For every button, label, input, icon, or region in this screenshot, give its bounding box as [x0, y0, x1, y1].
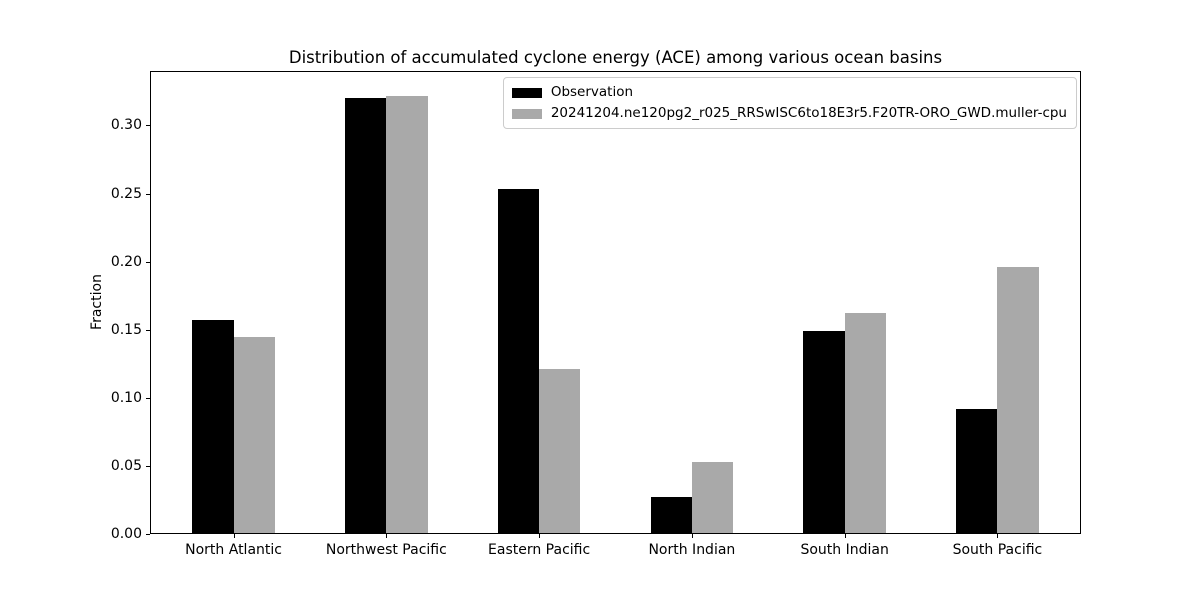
bar-series0-north-atlantic: [192, 320, 234, 534]
y-tick-mark: [146, 193, 150, 195]
bar-series1-south-indian: [844, 313, 886, 534]
bar-series0-south-pacific: [956, 408, 998, 534]
legend-item: 20241204.ne120pg2_r025_RRSwISC6to18E3r5.…: [511, 105, 1067, 122]
axis-frame: [150, 71, 1081, 534]
legend-label: 20241204.ne120pg2_r025_RRSwISC6to18E3r5.…: [550, 105, 1067, 121]
y-tick-mark: [146, 534, 150, 535]
legend-item: Observation: [511, 84, 1067, 101]
y-tick-mark: [146, 261, 150, 263]
x-tick-label-south-pacific: South Pacific: [952, 542, 1043, 558]
legend-swatch-icon: [511, 108, 542, 119]
y-axis-title: Fraction: [89, 274, 105, 330]
y-tick-label: 0.15: [110, 321, 142, 338]
y-tick-label: 0.30: [110, 117, 142, 134]
y-tick-mark: [146, 125, 150, 127]
chart-title: Distribution of accumulated cyclone ener…: [288, 48, 943, 67]
x-tick-mark: [233, 534, 235, 538]
y-tick-label: 0.25: [110, 185, 142, 202]
x-tick-label-eastern-pacific: Eastern Pacific: [488, 542, 591, 558]
bar-series0-eastern-pacific: [497, 189, 540, 534]
y-tick-label: 0.05: [110, 457, 142, 474]
y-tick-label: 0.00: [110, 526, 142, 542]
legend: Observation 20241204.ne120pg2_r025_RRSwIS…: [502, 77, 1077, 129]
y-tick-label: 0.20: [110, 253, 142, 270]
x-tick-mark: [844, 534, 846, 538]
x-tick-label-northwest-pacific: Northwest Pacific: [325, 542, 447, 558]
y-tick-mark: [146, 329, 150, 331]
x-tick-mark: [997, 534, 999, 538]
bar-series1-north-indian: [691, 461, 734, 534]
bar-series0-south-indian: [803, 331, 845, 534]
legend-swatch-icon: [511, 87, 542, 98]
bar-series0-north-indian: [650, 497, 692, 534]
x-tick-label-north-atlantic: North Atlantic: [185, 542, 282, 558]
legend-label: Observation: [550, 84, 634, 100]
bar-series1-northwest-pacific: [386, 95, 428, 534]
bar-series1-eastern-pacific: [539, 369, 581, 534]
x-tick-mark: [691, 534, 693, 538]
x-tick-mark: [386, 534, 388, 538]
bar-series0-northwest-pacific: [345, 98, 387, 534]
bar-series1-south-pacific: [997, 267, 1039, 534]
bar-series1-north-atlantic: [233, 336, 275, 534]
x-tick-label-south-indian: South Indian: [800, 542, 889, 558]
x-tick-mark: [539, 534, 541, 538]
y-tick-mark: [146, 465, 150, 467]
y-tick-label: 0.10: [110, 389, 142, 406]
x-tick-label-north-indian: North Indian: [648, 542, 736, 558]
y-tick-mark: [146, 397, 150, 399]
